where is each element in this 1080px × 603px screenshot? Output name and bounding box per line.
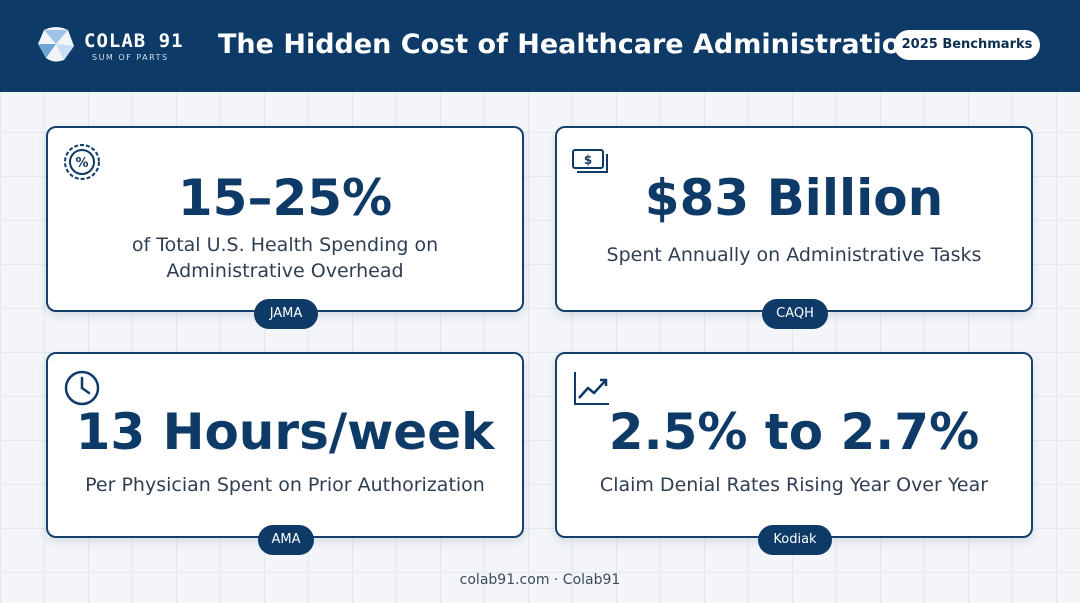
stat-value: 2.5% to 2.7% bbox=[608, 403, 980, 461]
logo[interactable]: COLAB 91 SUM OF PARTS bbox=[34, 24, 194, 66]
source-badge-caqh: CAQH bbox=[762, 299, 828, 329]
trend-up-chart-icon bbox=[574, 372, 609, 405]
stat-card-admin-overhead: % 15–25% of Total U.S. Health Spending o… bbox=[46, 126, 524, 312]
page-title: The Hidden Cost of Healthcare Administra… bbox=[218, 29, 920, 60]
colab-logo-icon bbox=[38, 27, 74, 62]
stat-value: $83 Billion bbox=[644, 169, 944, 227]
clock-icon bbox=[64, 370, 100, 406]
source-badge-jama: JAMA bbox=[254, 299, 318, 329]
benchmarks-badge: 2025 Benchmarks bbox=[894, 30, 1040, 60]
stat-value: 13 Hours/week bbox=[75, 403, 495, 461]
logo-name: COLAB 91 bbox=[84, 30, 184, 52]
stat-card-claim-denials: 2.5% to 2.7% Claim Denial Rates Rising Y… bbox=[555, 352, 1033, 538]
logo-tagline: SUM OF PARTS bbox=[92, 53, 169, 62]
footer-credit: colab91.com · Colab91 bbox=[459, 572, 621, 588]
source-badge-kodiak: Kodiak bbox=[758, 525, 832, 555]
svg-text:%: % bbox=[75, 156, 88, 171]
svg-text:$: $ bbox=[584, 153, 592, 167]
stat-description-line1: of Total U.S. Health Spending on bbox=[131, 234, 439, 256]
stat-description-line1: Per Physician Spent on Prior Authorizati… bbox=[85, 474, 485, 496]
header-bar: COLAB 91 SUM OF PARTS The Hidden Cost of… bbox=[0, 0, 1080, 92]
stat-description-line1: Claim Denial Rates Rising Year Over Year bbox=[599, 474, 989, 496]
stat-description-line1: Spent Annually on Administrative Tasks bbox=[606, 244, 982, 266]
stat-card-annual-spend: $ $83 Billion Spent Annually on Administ… bbox=[555, 126, 1033, 312]
cash-stack-icon: $ bbox=[572, 149, 608, 173]
source-badge-ama: AMA bbox=[258, 525, 314, 555]
stat-card-prior-authorization: 13 Hours/week Per Physician Spent on Pri… bbox=[46, 352, 524, 538]
stat-description-line2: Administrative Overhead bbox=[166, 260, 404, 282]
percent-badge-icon: % bbox=[64, 144, 100, 180]
stat-value: 15–25% bbox=[177, 169, 393, 227]
